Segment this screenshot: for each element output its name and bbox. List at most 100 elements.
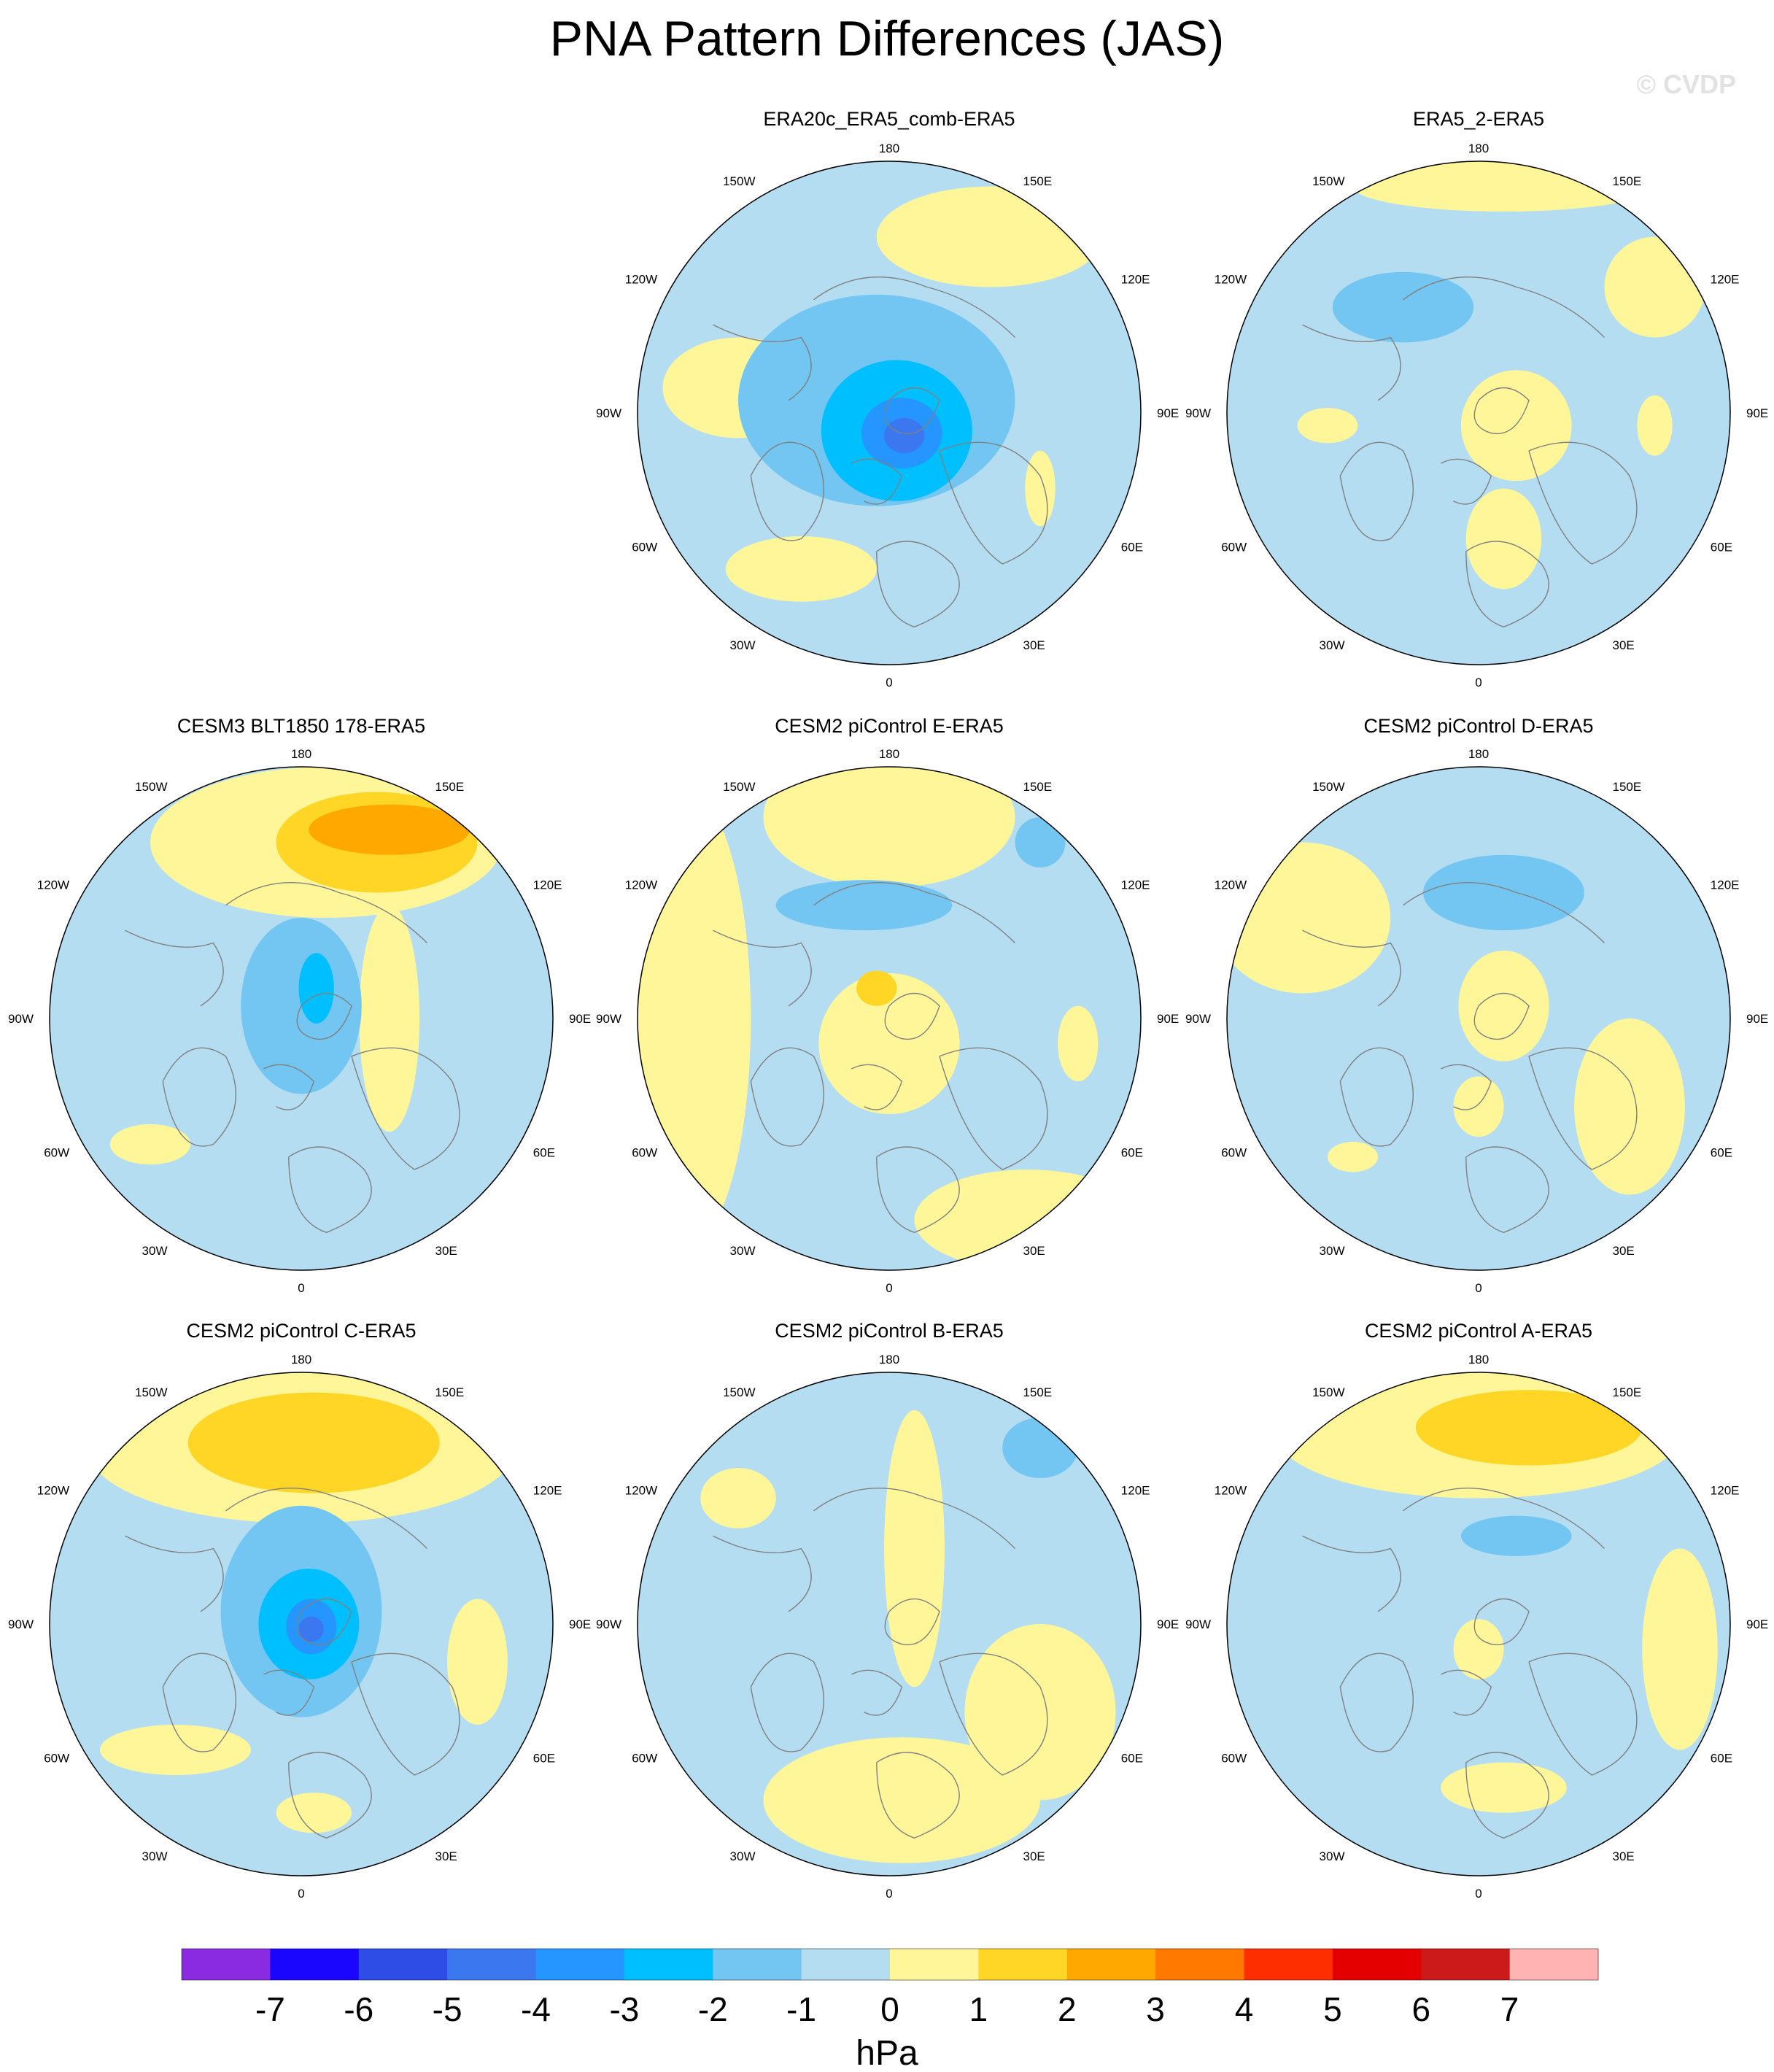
longitude-label: 120W bbox=[1215, 1484, 1247, 1498]
map-contours bbox=[638, 767, 1141, 1270]
longitude-label: 0 bbox=[886, 676, 892, 689]
longitude-label: 150W bbox=[1312, 1385, 1344, 1399]
longitude-label: 120E bbox=[1711, 273, 1740, 287]
map-border bbox=[637, 766, 1142, 1271]
longitude-label: 60W bbox=[44, 1752, 69, 1766]
colorbar-swatch bbox=[890, 1949, 979, 1980]
longitude-label: 150E bbox=[1023, 1385, 1053, 1399]
contour-region bbox=[359, 905, 420, 1132]
longitude-label: 120W bbox=[625, 1484, 657, 1498]
coastline bbox=[1465, 541, 1549, 628]
map-panel: CESM3 BLT1850 178-ERA5 180 150E 120E 90E 60E 3… bbox=[8, 715, 591, 1295]
coastline bbox=[851, 458, 903, 505]
map-panel: ERA20c_ERA5_comb-ERA5 180 150E 120E 90E 60E 30… bbox=[596, 108, 1179, 689]
coastline bbox=[288, 1146, 372, 1234]
map-border bbox=[1226, 766, 1731, 1271]
colorbar-swatch bbox=[1332, 1949, 1422, 1980]
coastline bbox=[939, 1652, 1048, 1776]
longitude-label: 30E bbox=[435, 1244, 457, 1258]
coastline bbox=[876, 1752, 960, 1839]
contour-region bbox=[298, 953, 334, 1024]
coastline bbox=[1403, 882, 1605, 943]
longitude-label: 30E bbox=[1023, 1849, 1045, 1863]
coastline bbox=[351, 1047, 460, 1170]
panels: ERA20c_ERA5_comb-ERA5 180 150E 120E 90E 60E 30… bbox=[8, 108, 1768, 1901]
map-contours bbox=[1227, 1372, 1730, 1876]
coastline bbox=[876, 1146, 960, 1234]
longitude-label: 0 bbox=[298, 1281, 304, 1295]
longitude-label: 120W bbox=[1215, 273, 1247, 287]
longitude-label: 30W bbox=[1320, 1849, 1345, 1863]
contour-region bbox=[1453, 1619, 1504, 1679]
longitude-label: 150W bbox=[723, 1385, 755, 1399]
longitude-label: 60E bbox=[533, 1146, 555, 1160]
coastline bbox=[225, 1488, 427, 1549]
longitude-label: 60W bbox=[44, 1146, 69, 1160]
longitude-label: 90E bbox=[1746, 1012, 1768, 1026]
coastline bbox=[296, 1598, 352, 1646]
coastline bbox=[851, 1064, 903, 1110]
colorbar-tick-label: 0 bbox=[880, 1990, 899, 2028]
coastline bbox=[225, 882, 427, 943]
contour-region bbox=[1574, 1018, 1685, 1195]
contour-region bbox=[1415, 1390, 1643, 1466]
map-panel: ERA5_2-ERA5 180 150E 120E 90E 60E 30E 0 30W 60W 90… bbox=[1185, 108, 1768, 689]
longitude-label: 60E bbox=[1121, 1752, 1143, 1766]
longitude-label: 30E bbox=[1023, 638, 1045, 652]
contour-region bbox=[1352, 161, 1655, 212]
longitude-label: 60E bbox=[533, 1752, 555, 1766]
colorbar-tick-label: -7 bbox=[255, 1990, 285, 2028]
coastline bbox=[1473, 1598, 1530, 1646]
coastline bbox=[884, 1598, 940, 1646]
coastline bbox=[1440, 1064, 1492, 1110]
contour-region bbox=[187, 1392, 440, 1493]
map-panel: CESM2 piControl D-ERA5 180 150E 120E 90E 60E 3… bbox=[1185, 715, 1768, 1295]
panel-title: ERA20c_ERA5_comb-ERA5 bbox=[763, 108, 1015, 130]
coastline bbox=[1528, 1652, 1638, 1776]
coastline bbox=[939, 441, 1048, 565]
coastline bbox=[1302, 324, 1401, 401]
longitude-label: 150W bbox=[135, 1385, 167, 1399]
longitude-label: 60W bbox=[632, 1752, 657, 1766]
longitude-label: 150W bbox=[1312, 174, 1344, 188]
longitude-label: 120W bbox=[37, 1484, 69, 1498]
longitude-label: 0 bbox=[298, 1887, 304, 1901]
map-contours bbox=[1227, 767, 1730, 1270]
coastline bbox=[1302, 929, 1401, 1007]
colorbar-tick-label: -3 bbox=[609, 1990, 639, 2028]
longitude-label: 180 bbox=[291, 1353, 311, 1366]
longitude-label: 30W bbox=[142, 1849, 168, 1863]
longitude-label: 120E bbox=[1121, 273, 1150, 287]
longitude-label: 90W bbox=[8, 1012, 34, 1026]
contour-region bbox=[100, 1725, 251, 1775]
contour-region bbox=[1642, 1548, 1718, 1750]
coastline bbox=[1465, 1146, 1549, 1234]
longitude-label: 180 bbox=[879, 1353, 899, 1366]
coastline bbox=[713, 324, 812, 401]
longitude-label: 150E bbox=[1023, 780, 1053, 794]
panel-title: CESM2 piControl A-ERA5 bbox=[1365, 1320, 1592, 1342]
colorbar-tick-label: 5 bbox=[1323, 1990, 1342, 2028]
longitude-label: 90E bbox=[569, 1617, 591, 1631]
coastline bbox=[939, 1047, 1048, 1170]
colorbar-swatch bbox=[1244, 1949, 1333, 1980]
longitude-label: 150E bbox=[1613, 780, 1642, 794]
map-contours bbox=[1227, 161, 1730, 665]
coastline bbox=[125, 929, 224, 1007]
coastline bbox=[1403, 277, 1605, 338]
longitude-label: 90W bbox=[596, 1617, 621, 1631]
contour-region bbox=[763, 1737, 1040, 1863]
longitude-label: 60W bbox=[1221, 1752, 1247, 1766]
longitude-label: 0 bbox=[886, 1887, 892, 1901]
coastline bbox=[296, 992, 352, 1040]
colorbar-tick-label: 6 bbox=[1412, 1990, 1431, 2028]
longitude-label: 30E bbox=[1613, 1849, 1635, 1863]
map-border bbox=[1226, 1372, 1731, 1876]
longitude-label: 120W bbox=[37, 878, 69, 892]
map-contours bbox=[638, 1372, 1141, 1876]
panel-title: CESM2 piControl E-ERA5 bbox=[775, 715, 1004, 737]
colorbar-swatch bbox=[1066, 1949, 1156, 1980]
longitude-label: 120W bbox=[1215, 878, 1247, 892]
longitude-label: 90W bbox=[596, 406, 621, 420]
colorbar-swatch bbox=[535, 1949, 625, 1980]
